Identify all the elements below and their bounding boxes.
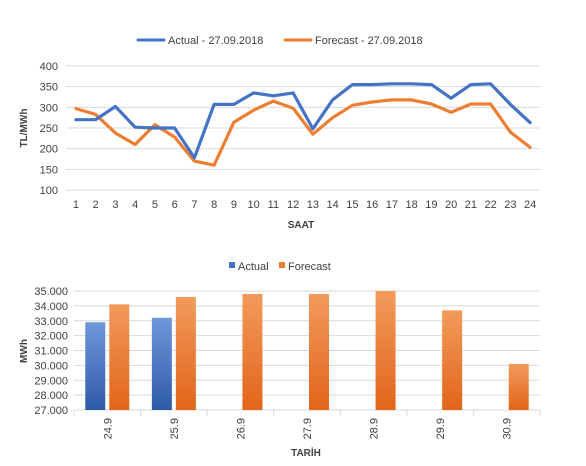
bar-forecast [309,293,329,410]
line-chart-x-ticks: 1 2 3 4 5 6 7 8 9 10 11 12 13 14 15 16 17 18 19 20 21 22 23 24 [73,199,536,211]
bar-chart-legend: Actual Forecast [229,261,331,273]
y-tick-label: 31.000 [34,346,68,358]
x-tick-label: 24 [524,199,536,211]
y-tick-label: 29.000 [34,375,68,387]
legend-label-actual-bar: Actual [238,261,269,273]
x-tick-label: 13 [307,199,319,211]
line-chart-series [74,82,532,167]
x-tick-label: 9 [231,199,237,211]
x-tick-label: 15 [346,199,358,211]
x-tick-label: 24.9 [102,418,114,439]
bar-forecast [442,310,463,410]
line-chart-x-axis-title: SAAT [288,220,314,231]
y-tick-label: 33.000 [34,316,68,328]
y-tick-label: 28.000 [34,390,68,402]
y-tick-label: 200 [40,144,58,156]
x-tick-label: 23 [504,199,516,211]
x-tick-label: 29.9 [435,418,447,439]
y-tick-label: 35.000 [34,286,68,298]
x-tick-label: 5 [152,199,158,211]
x-tick-label: 18 [406,199,418,211]
x-tick-label: 28.9 [369,418,381,439]
bar-chart-gridlines [73,290,541,416]
bar-actual [151,317,172,410]
y-tick-label: 250 [40,123,58,135]
x-tick-label: 19 [425,199,437,211]
bar-chart: Actual Forecast 27.000 28.000 29.000 30.000… [19,261,541,459]
x-tick-label: 2 [93,199,99,211]
bar-chart-x-ticks: 24.9 25.9 26.9 27.9 28.9 29.9 30.9 [102,418,513,439]
y-tick-label: 30.000 [34,360,68,372]
x-tick-label: 16 [366,199,378,211]
y-tick-label: 32.000 [34,331,68,343]
x-tick-label: 30.9 [502,418,514,439]
bar-forecast [375,291,396,410]
legend-swatch-actual-bar [229,262,235,268]
x-tick-label: 12 [287,199,299,211]
x-tick-label: 25.9 [169,418,181,439]
bar-forecast [109,304,130,410]
x-tick-label: 11 [268,199,279,211]
x-tick-label: 21 [465,199,477,211]
x-tick-label: 1 [73,199,79,211]
line-chart-y-ticks: 100 150 200 250 300 350 400 [40,61,58,197]
x-tick-label: 10 [248,199,260,211]
bar-actual [85,322,106,410]
bar-forecast [175,296,196,410]
legend-label-forecast: Forecast - 27.09.2018 [315,35,423,47]
bar-chart-y-ticks: 27.000 28.000 29.000 30.000 31.000 32.000 33.0… [34,286,68,417]
series-line-actual [74,82,532,160]
line-chart-y-axis-title: TL/MWh [19,109,30,148]
x-tick-label: 14 [327,199,339,211]
bar-forecast [508,363,529,410]
x-tick-label: 4 [132,199,138,211]
legend-label-forecast-bar: Forecast [288,261,331,273]
bar-chart-bars [85,291,529,410]
y-tick-label: 100 [40,185,58,197]
y-tick-label: 27.000 [34,405,68,417]
x-tick-label: 20 [445,199,457,211]
y-tick-label: 150 [40,164,58,176]
y-tick-label: 300 [40,102,58,114]
legend-label-actual: Actual - 27.09.2018 [168,35,263,47]
x-tick-label: 27.9 [302,418,314,439]
line-chart: Actual - 27.09.2018 Forecast - 27.09.201… [19,35,540,231]
bar-chart-y-axis-title: MWh [19,339,30,363]
line-chart-legend: Actual - 27.09.2018 Forecast - 27.09.201… [136,35,423,47]
x-tick-label: 17 [386,199,398,211]
x-tick-label: 26.9 [235,418,247,439]
y-tick-label: 350 [40,82,58,94]
x-tick-label: 8 [211,199,217,211]
y-tick-label: 400 [40,61,58,73]
legend-swatch-forecast-bar [279,262,285,268]
x-tick-label: 22 [485,199,497,211]
bar-chart-x-axis-title: TARİH [291,446,321,459]
bar-forecast [242,293,263,410]
x-tick-label: 7 [191,199,197,211]
x-tick-label: 6 [172,199,178,211]
x-tick-label: 3 [112,199,118,211]
y-tick-label: 34.000 [34,301,68,313]
